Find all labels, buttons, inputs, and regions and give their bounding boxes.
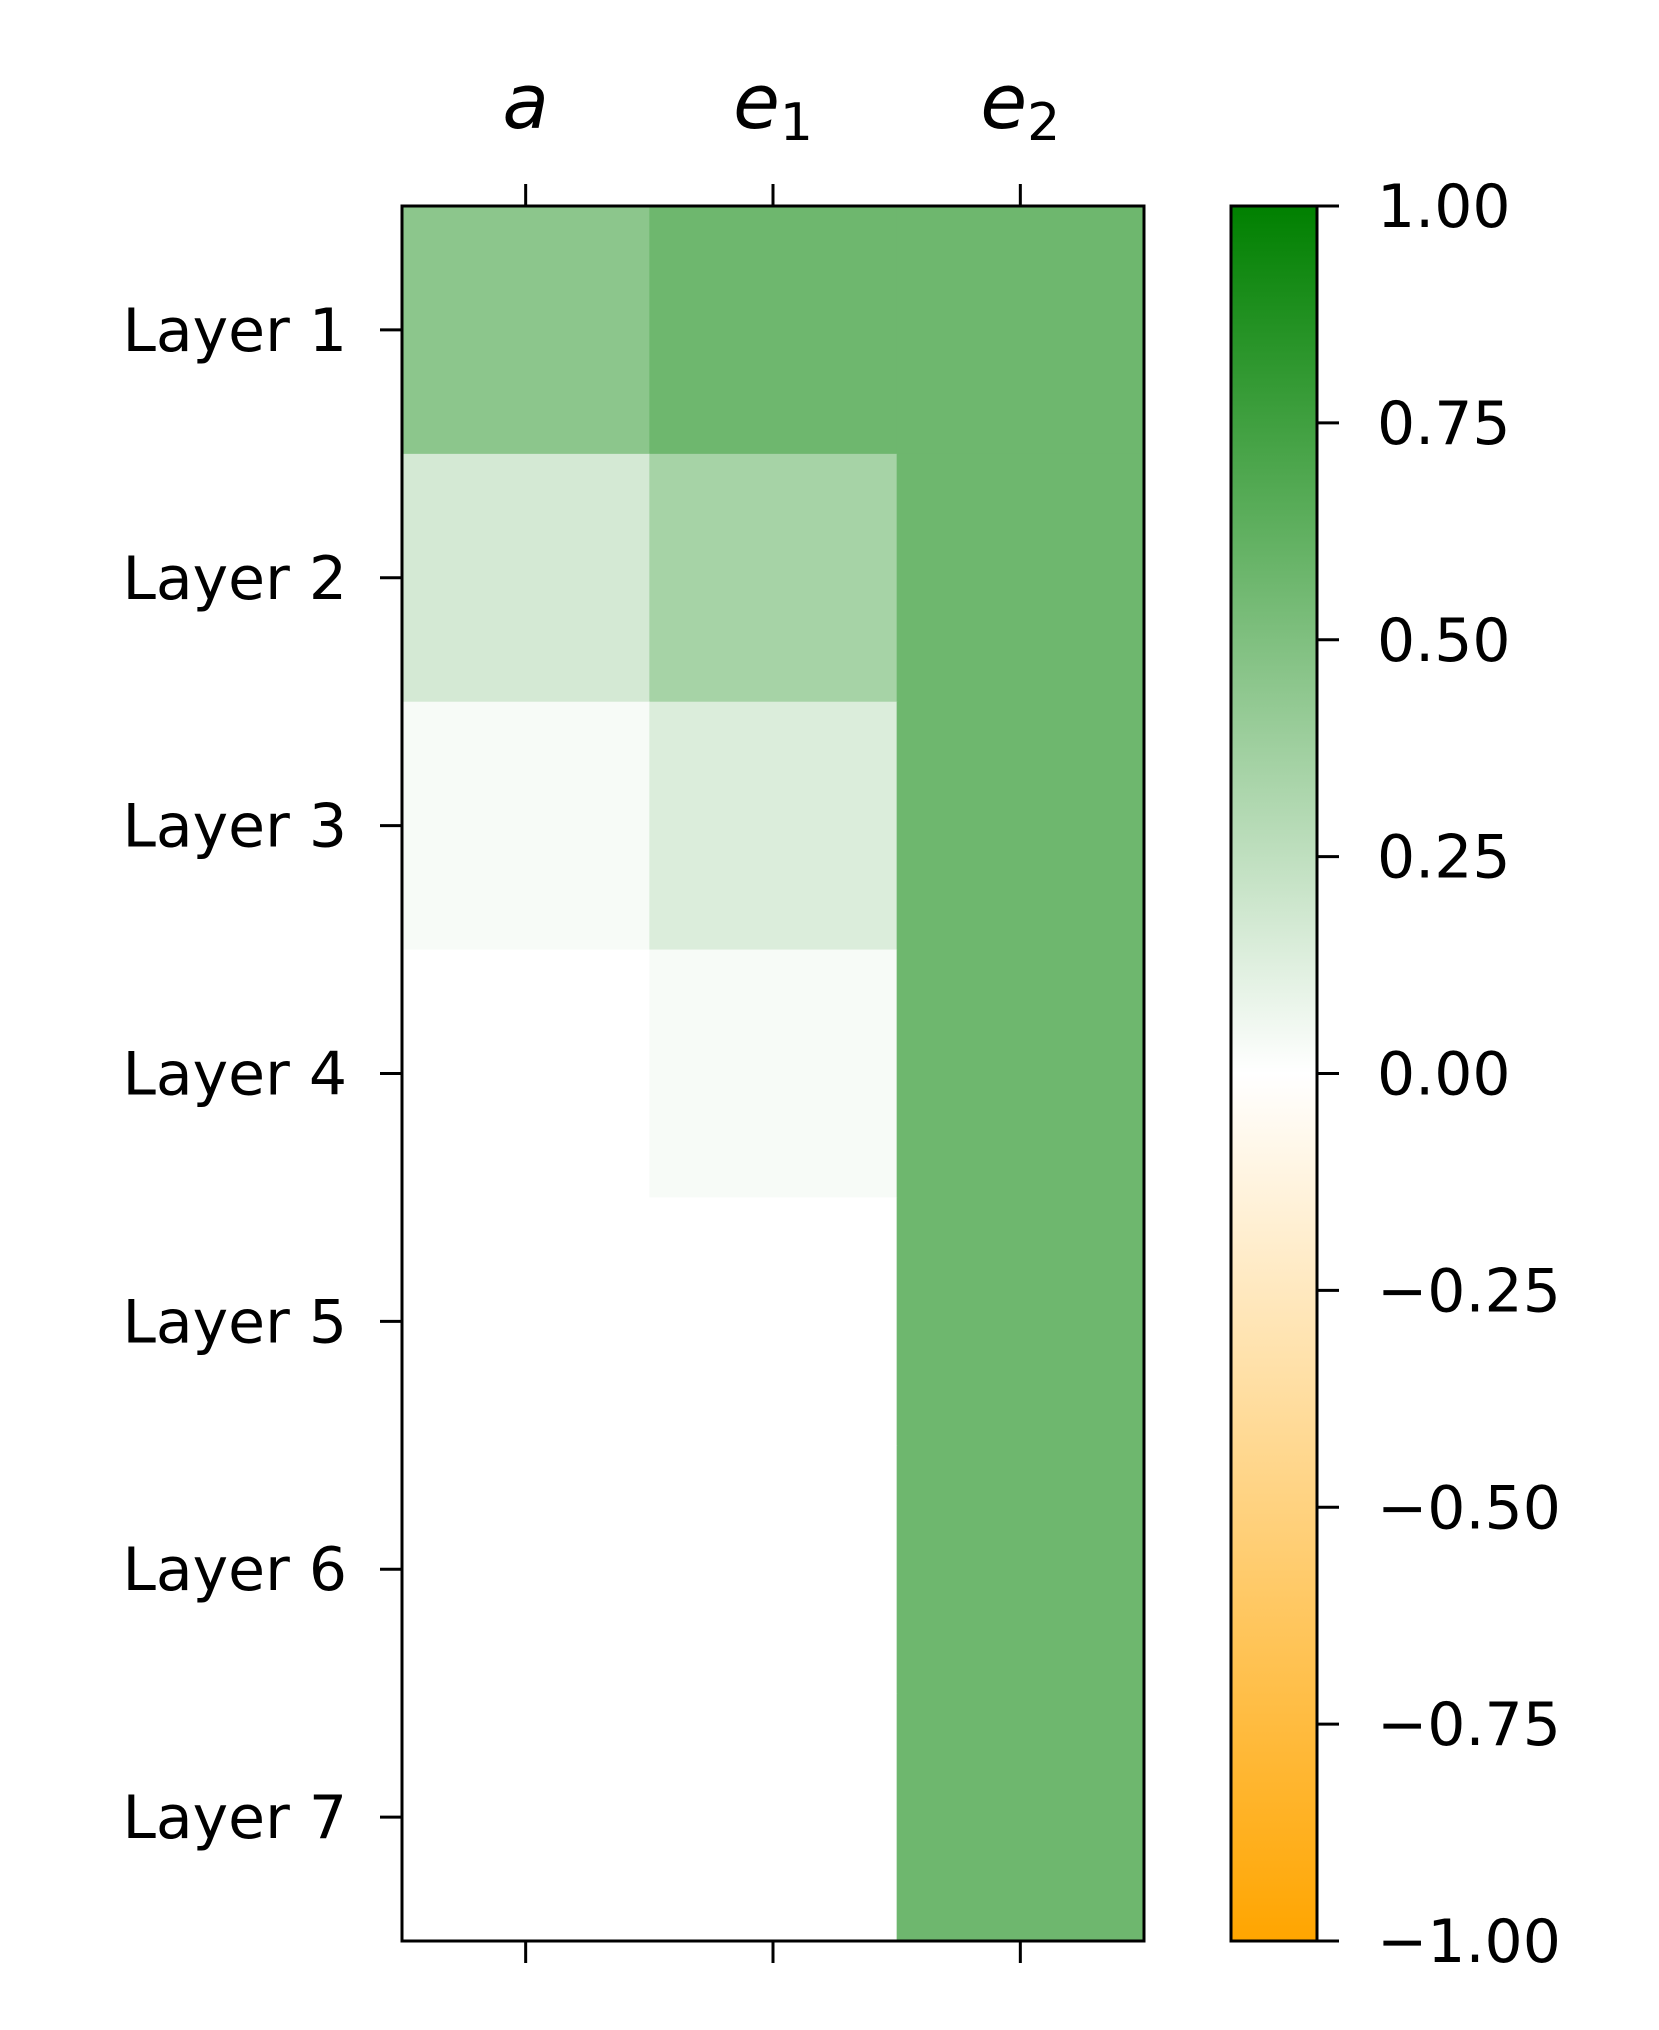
heatmap-cell <box>402 1693 650 1942</box>
heatmap-cell <box>402 949 650 1199</box>
colorbar-tick-label: 0.25 <box>1377 823 1511 893</box>
heatmap-cell <box>649 1693 898 1942</box>
x-tick-label: e2 <box>980 57 1060 153</box>
heatmap-cell <box>402 1445 650 1694</box>
y-tick-label: Layer 1 <box>122 296 347 366</box>
heatmap-cells <box>402 206 1145 1942</box>
colorbar-tick-label: −0.25 <box>1377 1256 1561 1326</box>
heatmap-cell <box>402 453 650 703</box>
y-tick-label: Layer 2 <box>122 544 347 614</box>
heatmap-cell <box>896 1445 1145 1694</box>
heatmap-cell <box>896 1197 1145 1446</box>
colorbar-tick-label: 0.50 <box>1377 606 1511 676</box>
heatmap-cell <box>649 949 898 1199</box>
heatmap-cell <box>402 701 650 951</box>
heatmap-cell <box>649 1445 898 1694</box>
plot-frame <box>400 204 1146 1943</box>
heatmap-cell <box>649 1197 898 1446</box>
heatmap-cell <box>896 206 1145 455</box>
y-tick-label: Layer 4 <box>122 1040 347 1110</box>
colorbar-tick-label: 0.00 <box>1377 1040 1511 1110</box>
y-tick-label: Layer 7 <box>122 1783 347 1853</box>
y-tick-label: Layer 5 <box>122 1287 347 1357</box>
heatmap-cell <box>896 1693 1145 1942</box>
colorbar-tick-label: 1.00 <box>1377 172 1511 242</box>
x-tick-label: e1 <box>733 57 813 153</box>
colorbar <box>1229 204 1319 1943</box>
heatmap-cell <box>649 206 898 455</box>
colorbar-tick-label: −0.50 <box>1377 1473 1561 1543</box>
y-tick-label: Layer 3 <box>122 792 347 862</box>
y-axis: Layer 1 Layer 2 Layer 3 Layer 4 Layer 5 Layer… <box>122 296 402 1853</box>
colorbar-tick-label: −1.00 <box>1377 1907 1561 1977</box>
heatmap-cell <box>649 701 898 951</box>
colorbar-axis: 1.00 0.75 0.50 0.25 0.00 −0.25 −0.50 −0.75 −1.00 <box>1317 172 1561 1977</box>
colorbar-tick-label: 0.75 <box>1377 389 1511 459</box>
colorbar-tick-label: −0.75 <box>1377 1690 1561 1760</box>
x-axis: a e1 e2 <box>502 57 1060 1963</box>
heatmap-cell <box>402 206 650 455</box>
heatmap-cell <box>896 453 1145 703</box>
heatmap-cell <box>896 949 1145 1199</box>
heatmap-cell <box>896 701 1145 951</box>
heatmap-cell <box>402 1197 650 1446</box>
heatmap-cell <box>649 453 898 703</box>
x-tick-label: a <box>502 57 549 146</box>
y-tick-label: Layer 6 <box>122 1535 347 1605</box>
